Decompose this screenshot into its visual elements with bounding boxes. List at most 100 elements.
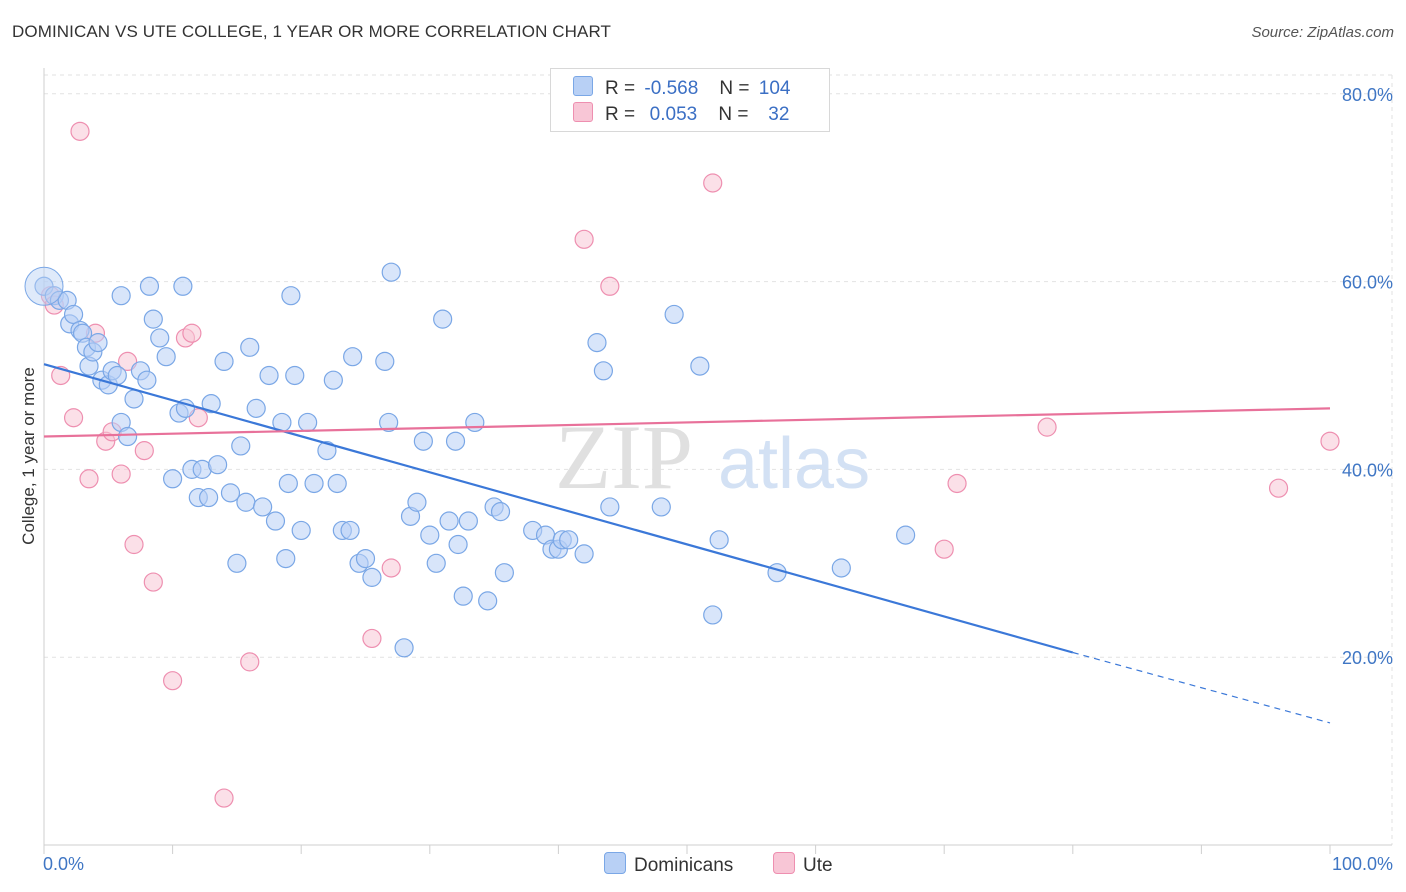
dominican-point: [703, 605, 723, 625]
dominican-point: [281, 286, 301, 306]
ute-point: [134, 441, 154, 461]
dominican-point: [163, 469, 183, 489]
ute-point: [111, 464, 131, 484]
bottom-legend-ute: Ute: [773, 852, 833, 877]
trendlines: [43, 363, 1331, 724]
dominican-point: [227, 553, 247, 573]
bottom-legend-label-ute: Ute: [803, 855, 833, 876]
ute-point: [600, 276, 620, 296]
dominican-point: [465, 412, 485, 433]
legend-r-value-dominicans: -0.568: [644, 78, 699, 99]
dominican-point: [831, 558, 851, 578]
legend-row-ute: R = 0.053 N = 32: [573, 102, 789, 126]
dominican-point: [600, 497, 620, 517]
dominican-point: [88, 333, 108, 353]
dominican-point: [420, 525, 440, 545]
y-axis-label: College, 1 year or more: [19, 367, 38, 545]
dominican-point: [63, 304, 84, 325]
dominican-trendline: [43, 363, 1074, 654]
legend-r-value-ute: 0.053: [649, 104, 698, 125]
x-tick-label-min: 0.0%: [43, 854, 84, 874]
legend-row-dominicans: R = -0.568 N = 104: [573, 76, 790, 100]
dominican-point: [220, 483, 241, 503]
dominican-point: [124, 389, 144, 409]
ute-point: [703, 173, 723, 193]
ute-point: [117, 351, 138, 372]
ute-point: [574, 229, 594, 249]
dominican-point: [111, 286, 131, 306]
dominican-point: [265, 511, 286, 531]
dominican-point: [896, 525, 916, 545]
axes: [43, 68, 1392, 854]
dominican-point: [323, 370, 343, 390]
dominican-point: [240, 337, 260, 357]
dominican-point: [285, 365, 305, 386]
dominican-point: [559, 530, 579, 550]
ute-point: [362, 628, 382, 649]
dominican-point: [156, 347, 176, 367]
y-tick-label: 80.0%: [1342, 85, 1393, 105]
watermark-atlas: atlas: [718, 424, 870, 504]
stats-legend: R = -0.568 N = 104 R = 0.053 N = 32: [550, 68, 830, 132]
ute-point: [934, 539, 954, 559]
dominican-point: [278, 473, 298, 494]
bottom-legend-swatch-ute: [773, 852, 795, 874]
dominican-point: [445, 431, 466, 451]
dominican-point: [317, 441, 337, 461]
dominican-point: [379, 412, 399, 433]
dominican-point: [259, 365, 279, 386]
dominican-points: [24, 262, 916, 658]
y-tick-label: 20.0%: [1342, 648, 1393, 668]
legend-r-label: R =: [605, 104, 636, 125]
dominican-point-large: [24, 266, 64, 306]
ute-point: [214, 788, 234, 808]
chart-source: Source: ZipAtlas.com: [1251, 24, 1394, 41]
chart-title: DOMINICAN VS UTE COLLEGE, 1 YEAR OR MORE…: [12, 22, 612, 41]
dominican-point: [291, 520, 311, 541]
ute-point: [79, 469, 99, 489]
dominican-point: [494, 563, 514, 583]
ute-point: [124, 534, 144, 555]
dominican-point: [394, 638, 414, 658]
dominican-point: [175, 398, 196, 418]
dominican-point: [453, 586, 473, 606]
dominican-point: [304, 473, 324, 494]
dominican-point: [298, 412, 318, 433]
dominican-point: [448, 534, 468, 555]
dominican-point: [150, 328, 170, 348]
dominican-point: [246, 398, 266, 418]
grid-lines: [44, 74, 1393, 845]
ute-point: [143, 572, 163, 592]
bottom-legend-swatch-dominicans: [604, 852, 626, 874]
dominican-point: [413, 431, 433, 451]
dominican-trendline-extension: [1072, 651, 1331, 724]
dominican-point: [709, 530, 729, 550]
dominican-point: [587, 333, 607, 353]
bottom-legend-dominicans: Dominicans: [604, 852, 733, 877]
dominican-point: [276, 548, 296, 569]
dominican-point: [407, 492, 427, 512]
watermark-zip: ZIP: [555, 406, 693, 508]
legend-r-label: R =: [605, 78, 636, 99]
legend-n-value-ute: 32: [768, 104, 790, 125]
dominican-point: [767, 563, 787, 583]
ute-point: [182, 323, 202, 343]
ute-point: [1037, 417, 1057, 437]
ute-trendline: [43, 407, 1331, 438]
y-tick-label: 60.0%: [1342, 273, 1393, 293]
ute-point: [163, 671, 183, 691]
dominican-point: [201, 394, 221, 414]
dominican-point: [236, 492, 256, 512]
legend-n-label: N =: [719, 78, 750, 99]
ute-point: [240, 652, 260, 672]
dominican-point: [458, 511, 478, 531]
ute-point: [63, 408, 84, 428]
dominican-point: [574, 544, 594, 564]
ute-point: [947, 473, 967, 494]
x-tick-label-max: 100.0%: [1332, 854, 1393, 874]
ute-point: [381, 558, 401, 578]
dominican-point: [478, 591, 498, 611]
dominican-point: [107, 365, 127, 386]
dominican-point: [208, 455, 228, 475]
